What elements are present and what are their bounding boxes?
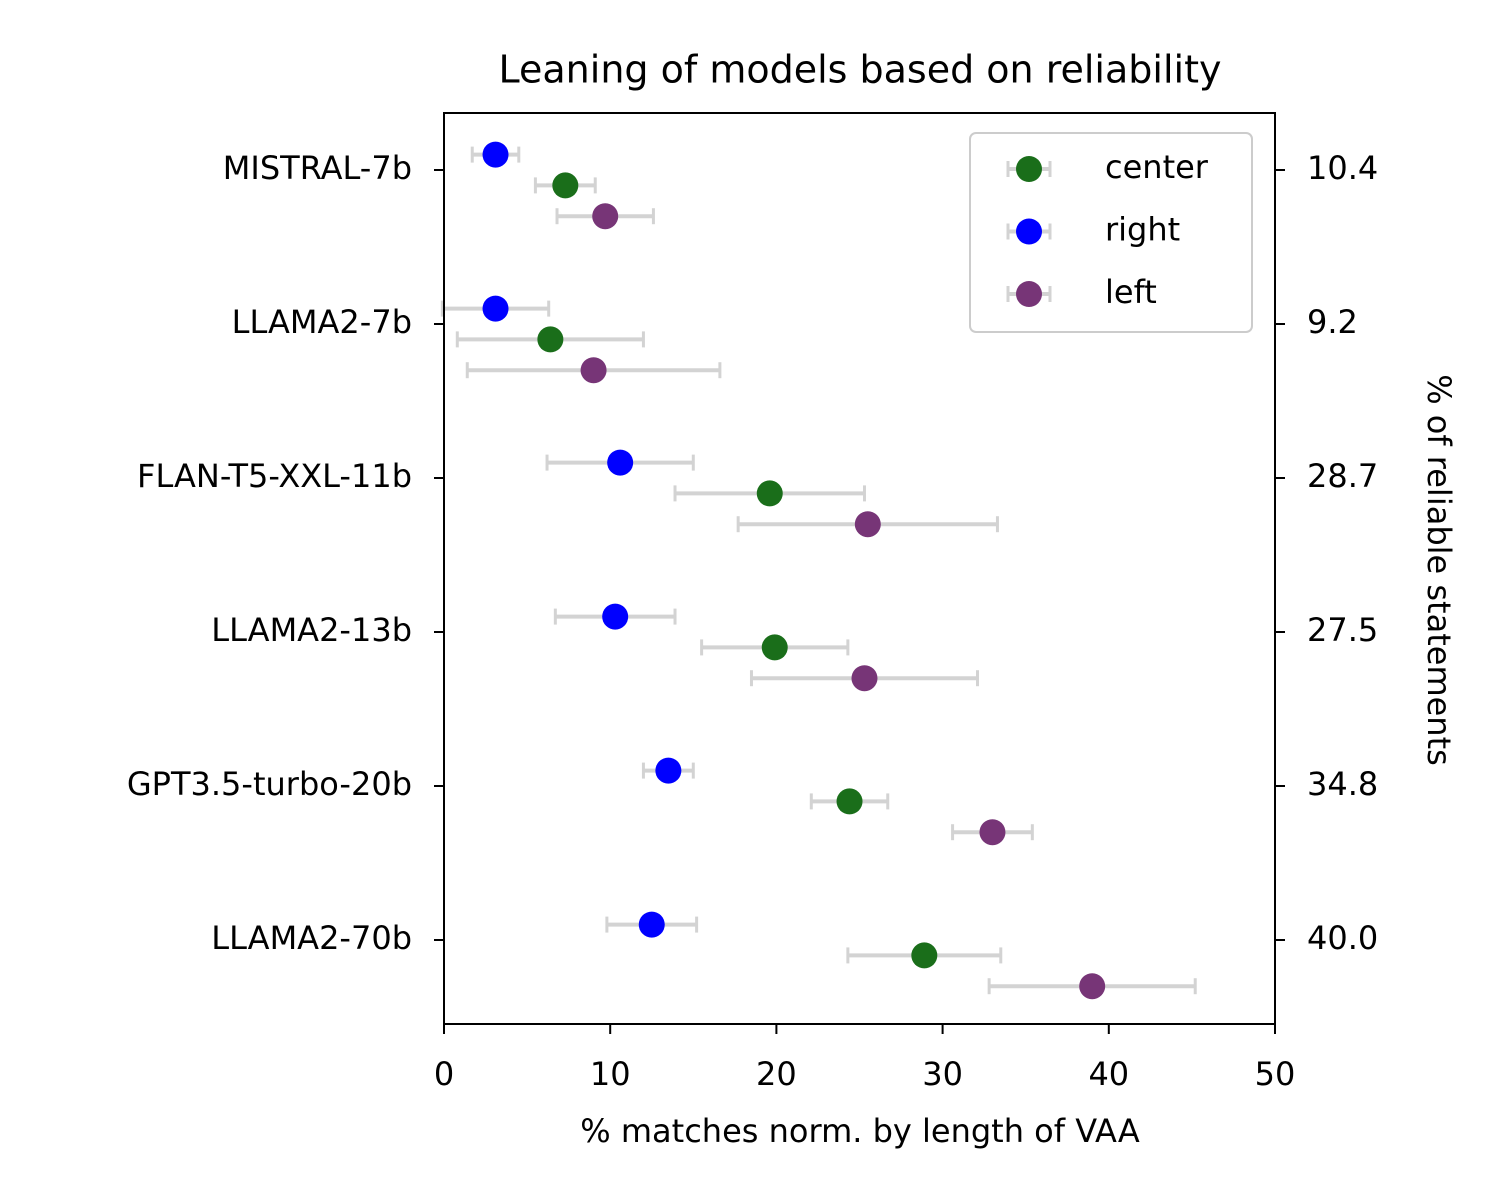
point bbox=[655, 757, 682, 784]
y2-tick-label: 28.7 bbox=[1307, 457, 1378, 495]
y2-tick-label: 9.2 bbox=[1307, 303, 1358, 341]
y-tick-label: MISTRAL-7b bbox=[223, 149, 412, 187]
point bbox=[638, 911, 665, 938]
point bbox=[607, 449, 634, 476]
y2-tick-label: 10.4 bbox=[1307, 149, 1378, 187]
point bbox=[979, 819, 1006, 846]
y2-tick-label: 34.8 bbox=[1307, 765, 1378, 803]
y-tick-label: LLAMA2-13b bbox=[211, 611, 412, 649]
x-tick-label: 30 bbox=[922, 1055, 963, 1093]
point bbox=[592, 203, 619, 230]
point bbox=[756, 480, 783, 507]
point bbox=[580, 357, 607, 384]
y-tick-label: LLAMA2-7b bbox=[232, 303, 412, 341]
y-tick-label: FLAN-T5-XXL-11b bbox=[137, 457, 412, 495]
x-tick-label: 0 bbox=[434, 1055, 454, 1093]
point bbox=[482, 295, 509, 322]
point bbox=[761, 634, 788, 661]
legend-marker bbox=[1016, 218, 1042, 245]
plot-frame bbox=[443, 112, 1276, 1025]
point bbox=[482, 141, 509, 168]
y-tick-label: GPT3.5-turbo-20b bbox=[127, 765, 412, 803]
legend-marker bbox=[1016, 156, 1042, 182]
point bbox=[537, 326, 564, 353]
legend-label: left bbox=[1105, 273, 1157, 311]
chart-title: Leaning of models based on reliability bbox=[499, 48, 1222, 92]
y2-tick-label: 40.0 bbox=[1307, 919, 1378, 957]
point bbox=[911, 942, 938, 969]
point bbox=[851, 665, 878, 692]
legend-label: right bbox=[1105, 211, 1180, 249]
x-axis-label: % matches norm. by length of VAA bbox=[580, 1112, 1140, 1150]
point bbox=[836, 788, 863, 815]
x-tick-label: 40 bbox=[1088, 1055, 1129, 1093]
point bbox=[1079, 973, 1106, 1000]
x-tick-label: 50 bbox=[1255, 1055, 1296, 1093]
point bbox=[854, 511, 881, 538]
legend-box bbox=[969, 132, 1253, 333]
legend-marker bbox=[1016, 281, 1042, 307]
point bbox=[552, 172, 579, 199]
y2-tick-label: 27.5 bbox=[1307, 611, 1378, 649]
y2-axis-label: % of reliable statements bbox=[1420, 374, 1458, 766]
x-tick-label: 20 bbox=[756, 1055, 797, 1093]
point bbox=[602, 603, 629, 630]
x-tick-label: 10 bbox=[590, 1055, 631, 1093]
y-tick-label: LLAMA2-70b bbox=[211, 919, 412, 957]
legend-label: center bbox=[1105, 148, 1209, 186]
